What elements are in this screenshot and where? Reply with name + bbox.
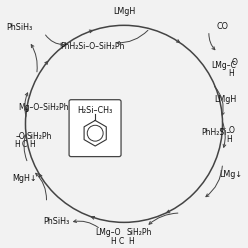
Text: O: O: [228, 125, 234, 134]
Text: PhSiH₃: PhSiH₃: [43, 217, 69, 226]
Text: H₂Si–CH₃: H₂Si–CH₃: [78, 106, 113, 115]
Text: Mg–O–SiH₂Ph: Mg–O–SiH₂Ph: [19, 103, 69, 112]
Text: C: C: [119, 237, 124, 246]
Text: H: H: [14, 140, 20, 149]
Text: PhH₂Si–O–SiH₂Ph: PhH₂Si–O–SiH₂Ph: [60, 42, 124, 51]
Text: LMg–C: LMg–C: [211, 62, 236, 70]
FancyBboxPatch shape: [69, 100, 121, 156]
Text: SiH₂Ph: SiH₂Ph: [26, 132, 52, 141]
Text: PhSiH₃: PhSiH₃: [6, 23, 32, 32]
Text: CO: CO: [216, 22, 228, 31]
Text: SiH₂Ph: SiH₂Ph: [126, 228, 152, 237]
Text: H: H: [226, 135, 232, 144]
Text: O: O: [231, 58, 237, 67]
Text: –O: –O: [15, 132, 25, 141]
Text: LMgH: LMgH: [113, 7, 135, 16]
Text: LMg–O: LMg–O: [95, 228, 121, 237]
Text: LMgH: LMgH: [214, 95, 236, 104]
Text: H: H: [29, 140, 34, 149]
Text: H: H: [228, 69, 234, 78]
Text: C: C: [22, 140, 27, 149]
Text: H: H: [128, 237, 134, 246]
Text: PhH₂Si–: PhH₂Si–: [202, 128, 231, 137]
Text: MgH↓: MgH↓: [12, 174, 36, 183]
Text: LMg↓: LMg↓: [219, 170, 243, 179]
Text: H: H: [110, 237, 116, 246]
